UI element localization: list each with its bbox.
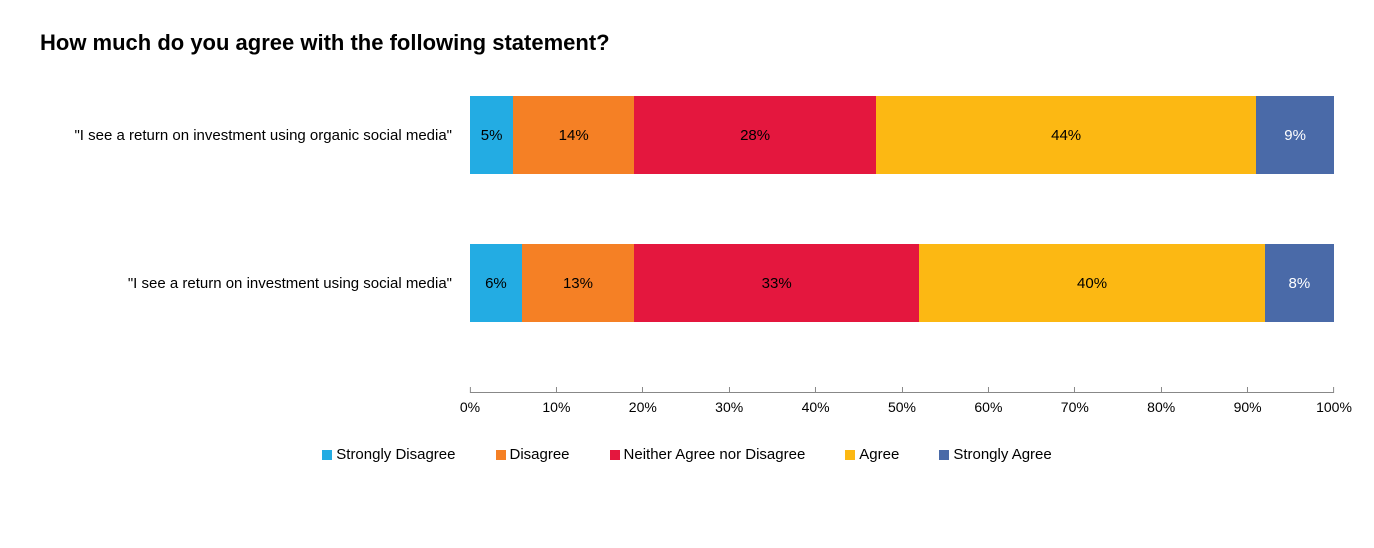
bar-segment: 9% (1256, 96, 1334, 174)
axis-tick: 100% (1316, 387, 1352, 415)
legend-swatch (322, 450, 332, 460)
axis-tick-label: 50% (888, 399, 916, 415)
axis-tick: 60% (974, 387, 1002, 415)
bar-segment: 6% (470, 244, 522, 322)
bar-segment-value: 28% (740, 127, 770, 144)
bar-segment: 5% (470, 96, 513, 174)
bar-segment-value: 44% (1051, 127, 1081, 144)
axis-tick-label: 40% (802, 399, 830, 415)
legend-swatch (845, 450, 855, 460)
axis-tick-label: 30% (715, 399, 743, 415)
bar-segment-value: 8% (1289, 275, 1311, 292)
stacked-bar: 6% 13% 33% 40% 8% (470, 244, 1334, 322)
legend-item: Agree (845, 446, 899, 463)
bar-segment-value: 13% (563, 275, 593, 292)
bar-segment-value: 14% (559, 127, 589, 144)
legend-label: Strongly Disagree (336, 446, 455, 463)
bar-segment-value: 9% (1284, 127, 1306, 144)
x-axis: 0%10%20%30%40%50%60%70%80%90%100% (40, 392, 1334, 426)
stacked-bar: 5% 14% 28% 44% 9% (470, 96, 1334, 174)
legend-swatch (496, 450, 506, 460)
legend-label: Strongly Agree (953, 446, 1051, 463)
axis-tick: 10% (542, 387, 570, 415)
axis-tick: 0% (460, 387, 480, 415)
axis-tick-label: 60% (974, 399, 1002, 415)
axis-tick: 70% (1061, 387, 1089, 415)
axis-tick-label: 10% (542, 399, 570, 415)
legend-item: Disagree (496, 446, 570, 463)
bar-segment: 40% (919, 244, 1265, 322)
bar-segment: 44% (876, 96, 1256, 174)
legend-label: Disagree (510, 446, 570, 463)
bar-segment-value: 40% (1077, 275, 1107, 292)
legend-swatch (610, 450, 620, 460)
bar-segment: 28% (634, 96, 876, 174)
legend-label: Agree (859, 446, 899, 463)
bar-segment: 14% (513, 96, 634, 174)
axis-tick-label: 90% (1234, 399, 1262, 415)
chart-title: How much do you agree with the following… (40, 30, 1334, 56)
axis-tick: 20% (629, 387, 657, 415)
axis-tick: 50% (888, 387, 916, 415)
legend-item: Strongly Agree (939, 446, 1051, 463)
axis-tick-label: 70% (1061, 399, 1089, 415)
bar-segment: 8% (1265, 244, 1334, 322)
axis-tick-label: 100% (1316, 399, 1352, 415)
axis-tick: 80% (1147, 387, 1175, 415)
axis-tick-label: 0% (460, 399, 480, 415)
chart-body: "I see a return on investment using orga… (40, 96, 1334, 463)
bar-segment: 13% (522, 244, 634, 322)
bar-row-label: "I see a return on investment using orga… (40, 127, 470, 144)
axis-tick: 30% (715, 387, 743, 415)
axis-tick: 90% (1234, 387, 1262, 415)
legend-swatch (939, 450, 949, 460)
bar-segment-value: 33% (762, 275, 792, 292)
legend: Strongly Disagree Disagree Neither Agree n… (40, 446, 1334, 463)
axis-tick-label: 80% (1147, 399, 1175, 415)
bar-row: "I see a return on investment using orga… (40, 96, 1334, 174)
legend-label: Neither Agree nor Disagree (624, 446, 806, 463)
bar-segment: 33% (634, 244, 919, 322)
bar-row-label: "I see a return on investment using soci… (40, 275, 470, 292)
bar-segment-value: 5% (481, 127, 503, 144)
bar-segment-value: 6% (485, 275, 507, 292)
bar-row: "I see a return on investment using soci… (40, 244, 1334, 322)
axis-tick-label: 20% (629, 399, 657, 415)
legend-item: Neither Agree nor Disagree (610, 446, 806, 463)
axis-tick: 40% (802, 387, 830, 415)
legend-item: Strongly Disagree (322, 446, 455, 463)
